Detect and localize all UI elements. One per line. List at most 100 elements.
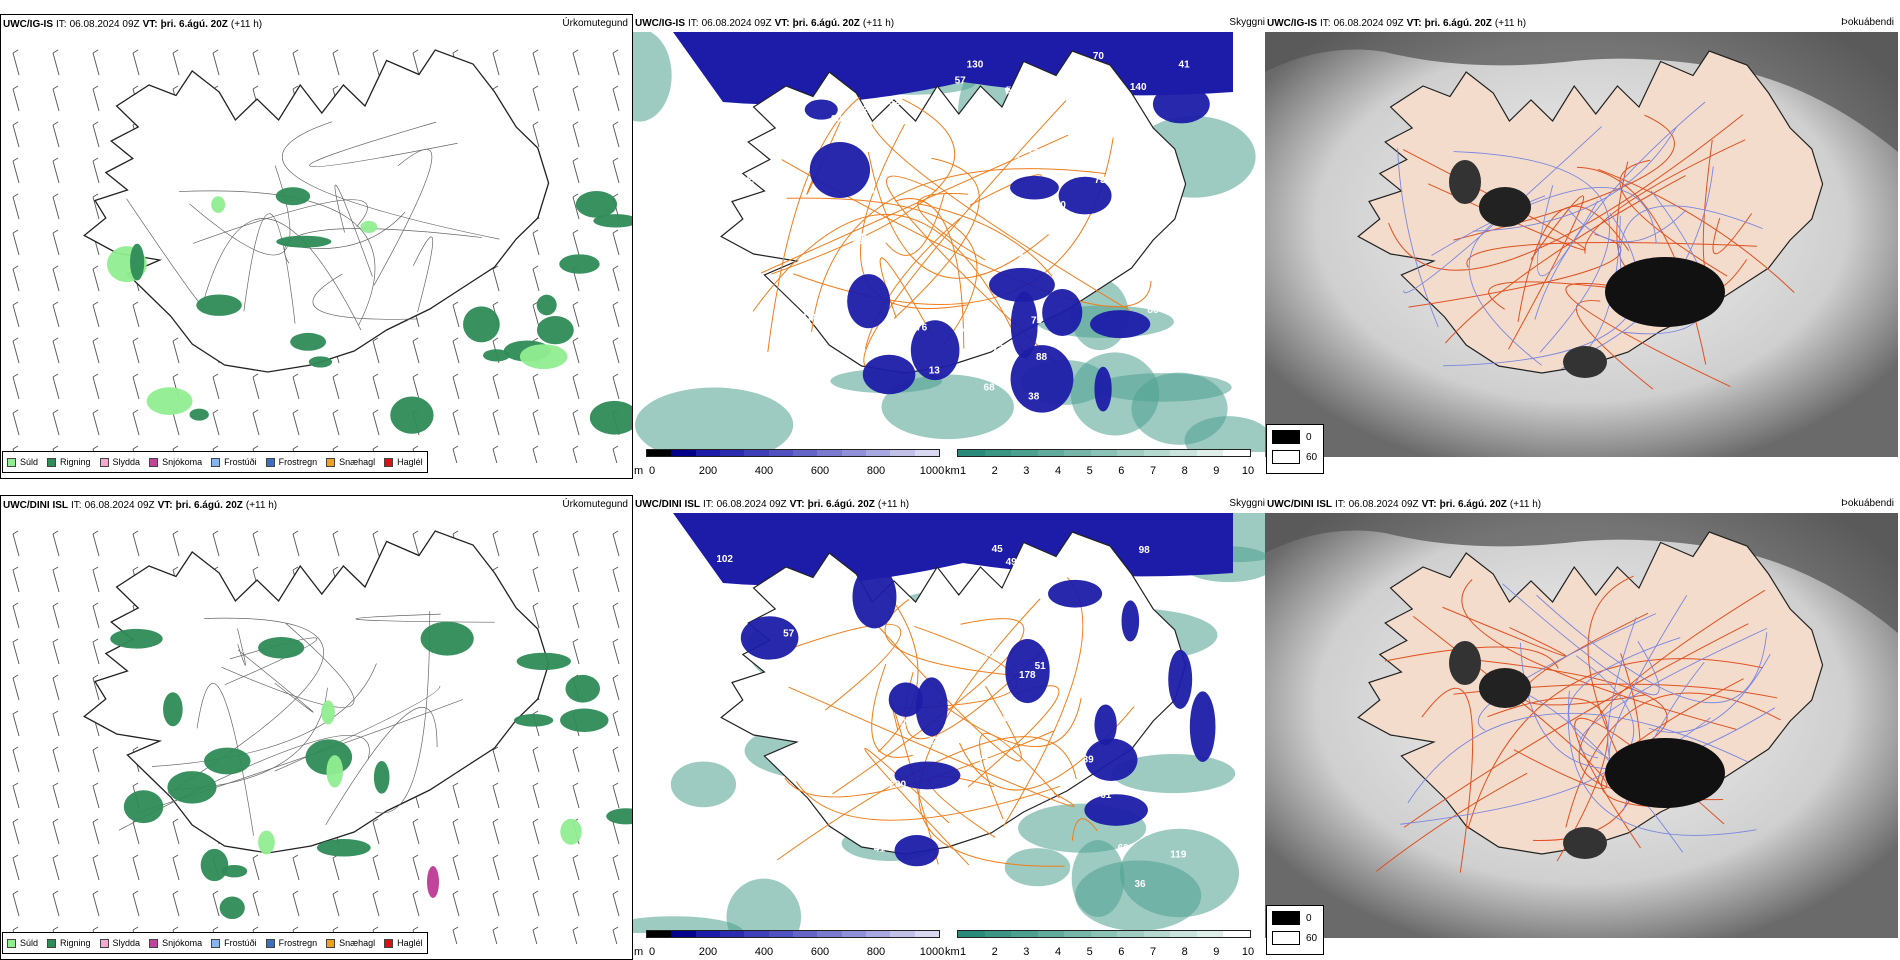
- legend-swatch: [7, 938, 16, 948]
- fog-legend-row: 0: [1272, 911, 1312, 925]
- colorbar-strip: [646, 449, 940, 457]
- colorbar-tick-label: 10: [1241, 946, 1255, 958]
- visibility-value-label: 28: [710, 200, 722, 211]
- lead-time: (+11 h): [1509, 499, 1542, 510]
- colorbar-strip: [646, 930, 940, 938]
- legend-swatch: [265, 938, 275, 948]
- it-label: IT:: [688, 18, 699, 29]
- visibility-value-label: 77: [821, 581, 833, 592]
- panel-header: UWC/IG-IS IT: 06.08.2024 09Z VT: þri. 6.ágú.…: [1267, 18, 1526, 29]
- visibility-value-label: 40: [1070, 641, 1082, 652]
- fog-panel: UWC/IG-IS IT: 06.08.2024 09Z VT: þri. 6.ágú.…: [1265, 14, 1898, 479]
- colorbar-tick-label: 200: [698, 946, 718, 958]
- lead-time: (+11 h): [877, 499, 910, 510]
- colorbar-tick-label: 2: [991, 946, 998, 958]
- visibility-panel: UWC/DINI ISL IT: 06.08.2024 09Z VT: þri. 6.á…: [633, 495, 1265, 960]
- legend-swatch: [384, 457, 394, 467]
- legend-swatch: [149, 457, 159, 467]
- lead-time: (+11 h): [1494, 18, 1527, 29]
- visibility-value-label: 40: [983, 131, 995, 142]
- field-name: Þokuábendi: [1841, 498, 1894, 509]
- colorbar-tick-label: 0: [648, 946, 656, 958]
- legend-item: Frostregn: [265, 938, 318, 948]
- fog-legend: 0 60: [1266, 905, 1324, 955]
- legend-label: Haglél: [397, 938, 423, 948]
- colorbar-tick-label: 9: [1213, 946, 1220, 958]
- legend-swatch: [47, 938, 57, 948]
- precip-legend: Súld Rigning Slydda Snjókoma Frostúði Frostre…: [2, 932, 428, 954]
- legend-label: Slydda: [112, 938, 141, 948]
- panel-header: UWC/IG-IS IT: 06.08.2024 09Z VT: þri. 6.ágú.…: [3, 19, 262, 30]
- legend-item: Slydda: [99, 938, 141, 948]
- colorbar-unit: m: [634, 946, 644, 958]
- init-time: 06.08.2024 09Z: [1333, 18, 1404, 29]
- visibility-value-label: 53: [783, 142, 795, 153]
- lead-time: (+11 h): [230, 19, 263, 30]
- lead-time: (+11 h): [862, 18, 895, 29]
- valid-time: þri. 6.ágú. 20Z: [160, 19, 228, 30]
- visibility-value-label: 122: [1027, 147, 1044, 158]
- visibility-value-label: 99: [1097, 561, 1109, 572]
- colorbar-tick-label: 1: [959, 946, 967, 958]
- visibility-value-label: 61: [1100, 790, 1112, 801]
- visibility-value-label: 119: [1170, 849, 1187, 860]
- panel-header: UWC/DINI ISL IT: 06.08.2024 09Z VT: þri. 6.á…: [635, 499, 909, 510]
- fog-legend-row: 0: [1272, 430, 1312, 444]
- it-label: IT:: [56, 19, 67, 30]
- legend-item: Snjókoma: [149, 457, 202, 467]
- it-label: IT:: [703, 499, 714, 510]
- legend-label: Snjókoma: [162, 457, 203, 467]
- legend-item: Frostregn: [265, 457, 317, 467]
- vt-label: VT:: [157, 500, 173, 511]
- colorbar-tick-label: 800: [866, 946, 886, 958]
- legend-swatch: [265, 457, 275, 467]
- visibility_colorbar-colorbar: km 1 2 3 4 5 6 7 8 9 10: [945, 930, 1255, 958]
- legend-label: Súld: [20, 457, 39, 467]
- visibility-value-label: 53: [1000, 375, 1012, 386]
- colorbar-strip: [957, 930, 1251, 938]
- colorbar-tick-label: 2: [991, 465, 998, 477]
- valid-time: þri. 6.ágú. 20Z: [1424, 18, 1492, 29]
- visibility-value-label: 82: [857, 105, 869, 116]
- visibility-value-label: 45: [992, 544, 1004, 555]
- visibility-value-label: 51: [1035, 661, 1047, 672]
- visibility-value-label: 63: [1056, 234, 1068, 245]
- precip-type-map: [12, 530, 632, 944]
- colorbar-tick-label: 4: [1054, 465, 1062, 477]
- colorbar-tick-label: 800: [866, 465, 886, 477]
- fog-legend-row: 60: [1272, 450, 1317, 464]
- vt-label: VT:: [1406, 18, 1422, 29]
- legend-label: Frostregn: [278, 938, 318, 948]
- visibility-value-label: 73: [1094, 175, 1106, 186]
- vt-label: VT:: [774, 18, 790, 29]
- model-name: UWC/DINI ISL: [1267, 499, 1332, 510]
- colorbar-tick-label: 1000: [919, 465, 945, 477]
- fog-legend: 0 60: [1266, 424, 1324, 474]
- legend-item: Frostúði: [211, 938, 257, 948]
- lead-time: (+11 h): [245, 500, 278, 511]
- visibility-value-label: 93: [983, 649, 995, 660]
- visibility-value-label: 38: [1028, 392, 1040, 403]
- field-name: Skyggni: [1229, 498, 1265, 509]
- legend-swatch: [7, 457, 16, 467]
- valid-time: þri. 6.ágú. 20Z: [175, 500, 243, 511]
- visibility-value-label: 68: [984, 383, 996, 394]
- vt-label: VT:: [1421, 499, 1437, 510]
- vt-label: VT:: [789, 499, 805, 510]
- init-time: 06.08.2024 09Z: [1348, 499, 1419, 510]
- visibility-value-label: 90: [1055, 200, 1067, 211]
- ceiling_colorbar-colorbar: m 0 200 400 600 800 1000: [634, 930, 944, 958]
- legend-item: Rigning: [47, 457, 91, 467]
- legend-label: Snjókoma: [162, 938, 203, 948]
- visibility-value-label: 70: [1012, 249, 1024, 260]
- visibility-value-label: 33: [1015, 155, 1027, 166]
- init-time: 06.08.2024 09Z: [69, 19, 140, 30]
- legend-item: Snæhagl: [326, 457, 375, 467]
- visibility-value-label: 77: [783, 829, 795, 840]
- it-label: IT:: [71, 500, 82, 511]
- colorbar-ticks: 1 2 3 4 5 6 7 8 9 10: [959, 944, 1255, 958]
- legend-swatch: [326, 938, 336, 948]
- legend-item: Slydda: [99, 457, 140, 467]
- visibility-value-label: 83: [1140, 608, 1152, 619]
- visibility-value-label: 55: [755, 846, 767, 857]
